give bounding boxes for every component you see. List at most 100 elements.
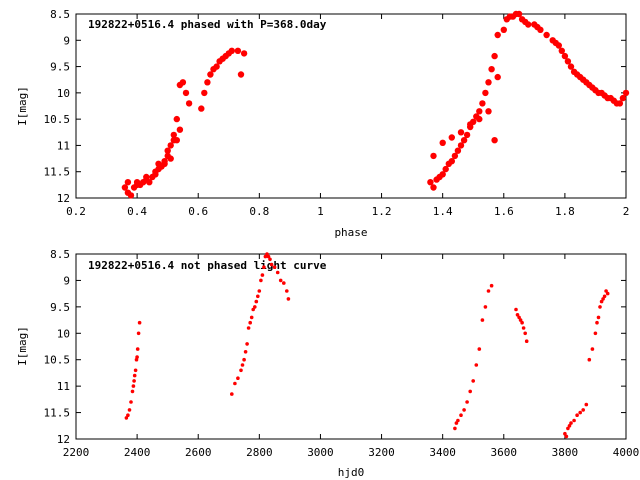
data-point <box>448 158 455 165</box>
data-point <box>275 270 280 275</box>
x-tick-label: 2200 <box>63 446 90 459</box>
x-axis-label: phase <box>334 226 367 239</box>
data-point <box>439 139 446 146</box>
data-point <box>201 89 208 97</box>
x-tick-label: 1.2 <box>372 205 392 218</box>
data-point <box>476 108 483 115</box>
data-point <box>272 265 277 270</box>
y-tick-label: 10 <box>57 327 70 340</box>
data-point <box>598 305 602 309</box>
data-point <box>476 115 483 123</box>
data-point <box>590 347 595 351</box>
data-point <box>234 47 242 54</box>
data-point <box>124 416 129 420</box>
data-point <box>213 63 220 70</box>
x-tick-label: 3200 <box>368 446 395 459</box>
data-point <box>251 307 255 312</box>
data-point <box>578 410 582 415</box>
data-point <box>569 421 573 425</box>
data-point <box>132 379 136 383</box>
y-tick-label: 11 <box>57 380 70 393</box>
data-point <box>243 350 248 354</box>
data-point <box>602 294 607 299</box>
x-tick-label: 4000 <box>613 446 640 459</box>
data-point <box>489 283 494 288</box>
y-tick-label: 10 <box>57 87 70 100</box>
x-tick-label: 1.6 <box>494 205 514 218</box>
data-point <box>605 291 610 296</box>
data-point <box>228 47 235 54</box>
y-tick-label: 11 <box>57 139 70 152</box>
data-point <box>237 71 245 78</box>
data-point <box>491 137 498 144</box>
data-point <box>248 320 252 325</box>
data-point <box>474 363 479 367</box>
data-point <box>255 294 260 299</box>
x-tick-label: 2800 <box>246 446 273 459</box>
data-point <box>460 137 468 144</box>
data-point <box>500 26 507 33</box>
data-point <box>253 305 257 309</box>
data-point <box>622 89 630 97</box>
y-tick-label: 9.5 <box>50 301 70 314</box>
data-point <box>268 257 272 262</box>
data-point <box>167 155 174 162</box>
y-tick-label: 11.5 <box>44 166 71 179</box>
data-point <box>524 339 529 344</box>
y-tick-label: 10.5 <box>44 354 71 367</box>
data-point <box>254 299 259 304</box>
data-point <box>515 10 523 18</box>
data-point <box>245 342 249 346</box>
x-tick-label: 1.8 <box>555 205 575 218</box>
data-point <box>266 254 271 259</box>
data-point <box>486 289 491 293</box>
x-tick-label: 3400 <box>429 446 456 459</box>
data-point <box>152 168 159 175</box>
data-point <box>543 31 550 39</box>
data-point <box>155 160 162 167</box>
x-tick-label: 3600 <box>491 446 518 459</box>
data-point <box>286 297 291 301</box>
data-point <box>179 79 187 86</box>
data-point <box>601 297 605 301</box>
data-point <box>595 320 599 325</box>
data-point <box>285 289 289 293</box>
data-point <box>164 147 171 154</box>
data-point <box>453 426 457 431</box>
data-point <box>132 373 137 378</box>
chart-title: 192822+0516.4 phased with P=368.0day <box>88 18 327 31</box>
data-point <box>575 413 579 418</box>
data-point <box>488 66 495 73</box>
data-point <box>604 289 608 293</box>
data-point <box>483 305 488 309</box>
data-point <box>485 79 492 86</box>
data-point <box>249 315 254 320</box>
data-point <box>564 58 572 65</box>
data-point <box>236 376 240 381</box>
data-point <box>561 52 569 60</box>
data-point <box>572 418 576 423</box>
data-point <box>262 265 266 270</box>
data-point <box>465 400 469 404</box>
plot-frame <box>75 253 627 440</box>
x-tick-label: 2600 <box>185 446 212 459</box>
data-point <box>587 357 592 362</box>
data-point <box>207 71 214 78</box>
data-point <box>517 315 521 320</box>
data-point <box>146 179 153 186</box>
data-point <box>477 347 482 351</box>
data-point <box>265 252 269 256</box>
data-point <box>463 131 471 139</box>
x-tick-label: 0.8 <box>249 205 269 218</box>
data-point <box>564 434 569 439</box>
data-point <box>263 254 268 259</box>
data-point <box>230 392 234 396</box>
y-tick-label: 10.5 <box>44 113 71 126</box>
data-point <box>520 320 524 325</box>
y-axis-label: I[mag] <box>16 86 29 126</box>
data-point <box>240 50 248 57</box>
data-point <box>468 389 473 394</box>
data-point <box>133 181 141 189</box>
data-point <box>491 52 498 60</box>
data-point <box>619 94 627 102</box>
